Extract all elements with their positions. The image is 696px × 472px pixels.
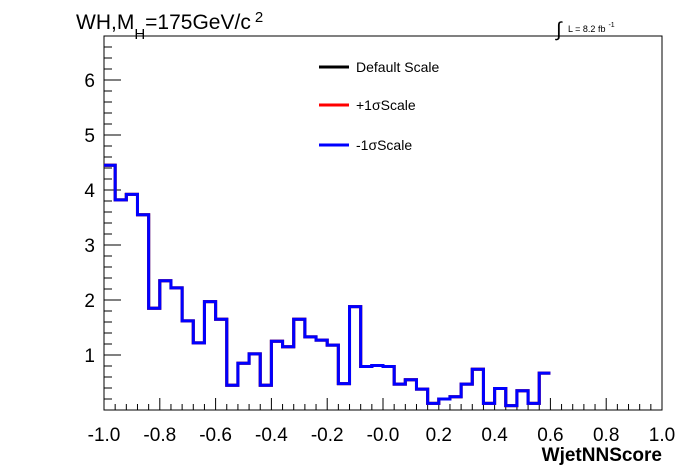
- luminosity-label: ∫ L = 8.2 fb -1: [555, 19, 615, 41]
- x-tick-label: -1.0: [88, 425, 121, 446]
- plot-frame: [103, 35, 663, 411]
- lumi-text: L = 8.2 fb: [568, 24, 605, 34]
- x-tick-label: 1.0: [649, 425, 675, 446]
- x-tick-label: -0.2: [311, 425, 344, 446]
- x-axis-title: WjetNNScore: [542, 445, 662, 466]
- x-tick-label: -0.6: [199, 425, 232, 446]
- x-tick-label: 0.8: [593, 425, 619, 446]
- legend-label: -1σScale: [356, 137, 412, 153]
- title-prefix: WH,M: [76, 11, 134, 34]
- legend-label: Default Scale: [356, 59, 439, 75]
- title-superscript: 2: [255, 9, 263, 26]
- lumi-superscript: -1: [608, 22, 614, 29]
- svg-text:WH,MH=175GeV/c2: WH,MH=175GeV/c 2: [76, 9, 263, 43]
- x-tick-label: 0.6: [537, 425, 563, 446]
- chart-title: WH,MH=175GeV/c 2: [76, 9, 263, 43]
- y-tick-label: 2: [84, 291, 95, 312]
- y-tick-label: 6: [84, 71, 95, 92]
- integral-symbol: ∫: [555, 19, 563, 41]
- title-subscript: H: [134, 26, 145, 43]
- y-tick-label: 1: [84, 346, 95, 367]
- x-tick-label: 0.4: [481, 425, 508, 446]
- svg-text:L = 8.2 fb-1: L = 8.2 fb -1: [568, 22, 615, 34]
- x-tick-label: -0.8: [143, 425, 176, 446]
- legend: Default Scale +1σScale -1σScale: [319, 59, 439, 153]
- y-tick-label: 3: [84, 236, 95, 257]
- x-tick-label: -0.4: [255, 425, 288, 446]
- y-tick-label: 5: [84, 126, 95, 147]
- title-suffix: =175GeV/c: [145, 11, 251, 34]
- series-line--1-scale: [104, 163, 551, 408]
- legend-label: +1σScale: [356, 97, 416, 113]
- x-tick-label: 0.2: [426, 425, 452, 446]
- x-tick-label: -0.0: [367, 425, 400, 446]
- y-tick-label: 4: [84, 181, 95, 202]
- plot-area: -1.0 -0.8 -0.6 -0.4 -0.2 -0.0 0.2 0.4 0.6 0.8 1.0 1…: [84, 35, 675, 446]
